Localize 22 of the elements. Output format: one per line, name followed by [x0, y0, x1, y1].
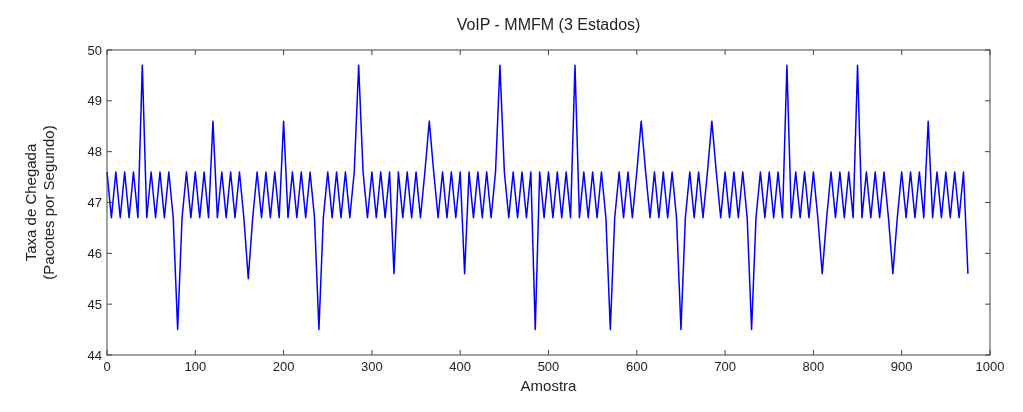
- y-axis-title: Taxa de Chegada (Pacotes por Segundo): [22, 125, 57, 280]
- x-tick-label: 400: [449, 359, 472, 374]
- line-series: [106, 64, 969, 331]
- x-tick-label: 700: [714, 359, 736, 374]
- y-tick-label: 46: [87, 245, 102, 261]
- x-axis-title: Amostra: [520, 377, 578, 394]
- y-tick-label: 50: [87, 42, 102, 58]
- x-tick-label: 800: [802, 359, 825, 374]
- y-tick-label: 45: [87, 296, 102, 312]
- chart-title: VoIP - MMFM (3 Estados): [456, 16, 641, 33]
- x-tick-label: 200: [272, 359, 295, 374]
- x-tick-label: 100: [184, 359, 207, 374]
- x-tick-label: 600: [625, 359, 648, 374]
- y-tick-label: 47: [87, 195, 102, 211]
- y-tick-label: 48: [87, 144, 102, 160]
- x-tick-label: 500: [537, 359, 560, 374]
- x-tick-label: 900: [890, 359, 913, 374]
- x-tick-label: 300: [361, 359, 383, 374]
- x-tick-label: 0: [103, 359, 111, 374]
- x-tick-label: 1000: [975, 359, 1005, 374]
- y-tick-label: 49: [87, 93, 102, 109]
- y-tick-label: 44: [87, 347, 102, 363]
